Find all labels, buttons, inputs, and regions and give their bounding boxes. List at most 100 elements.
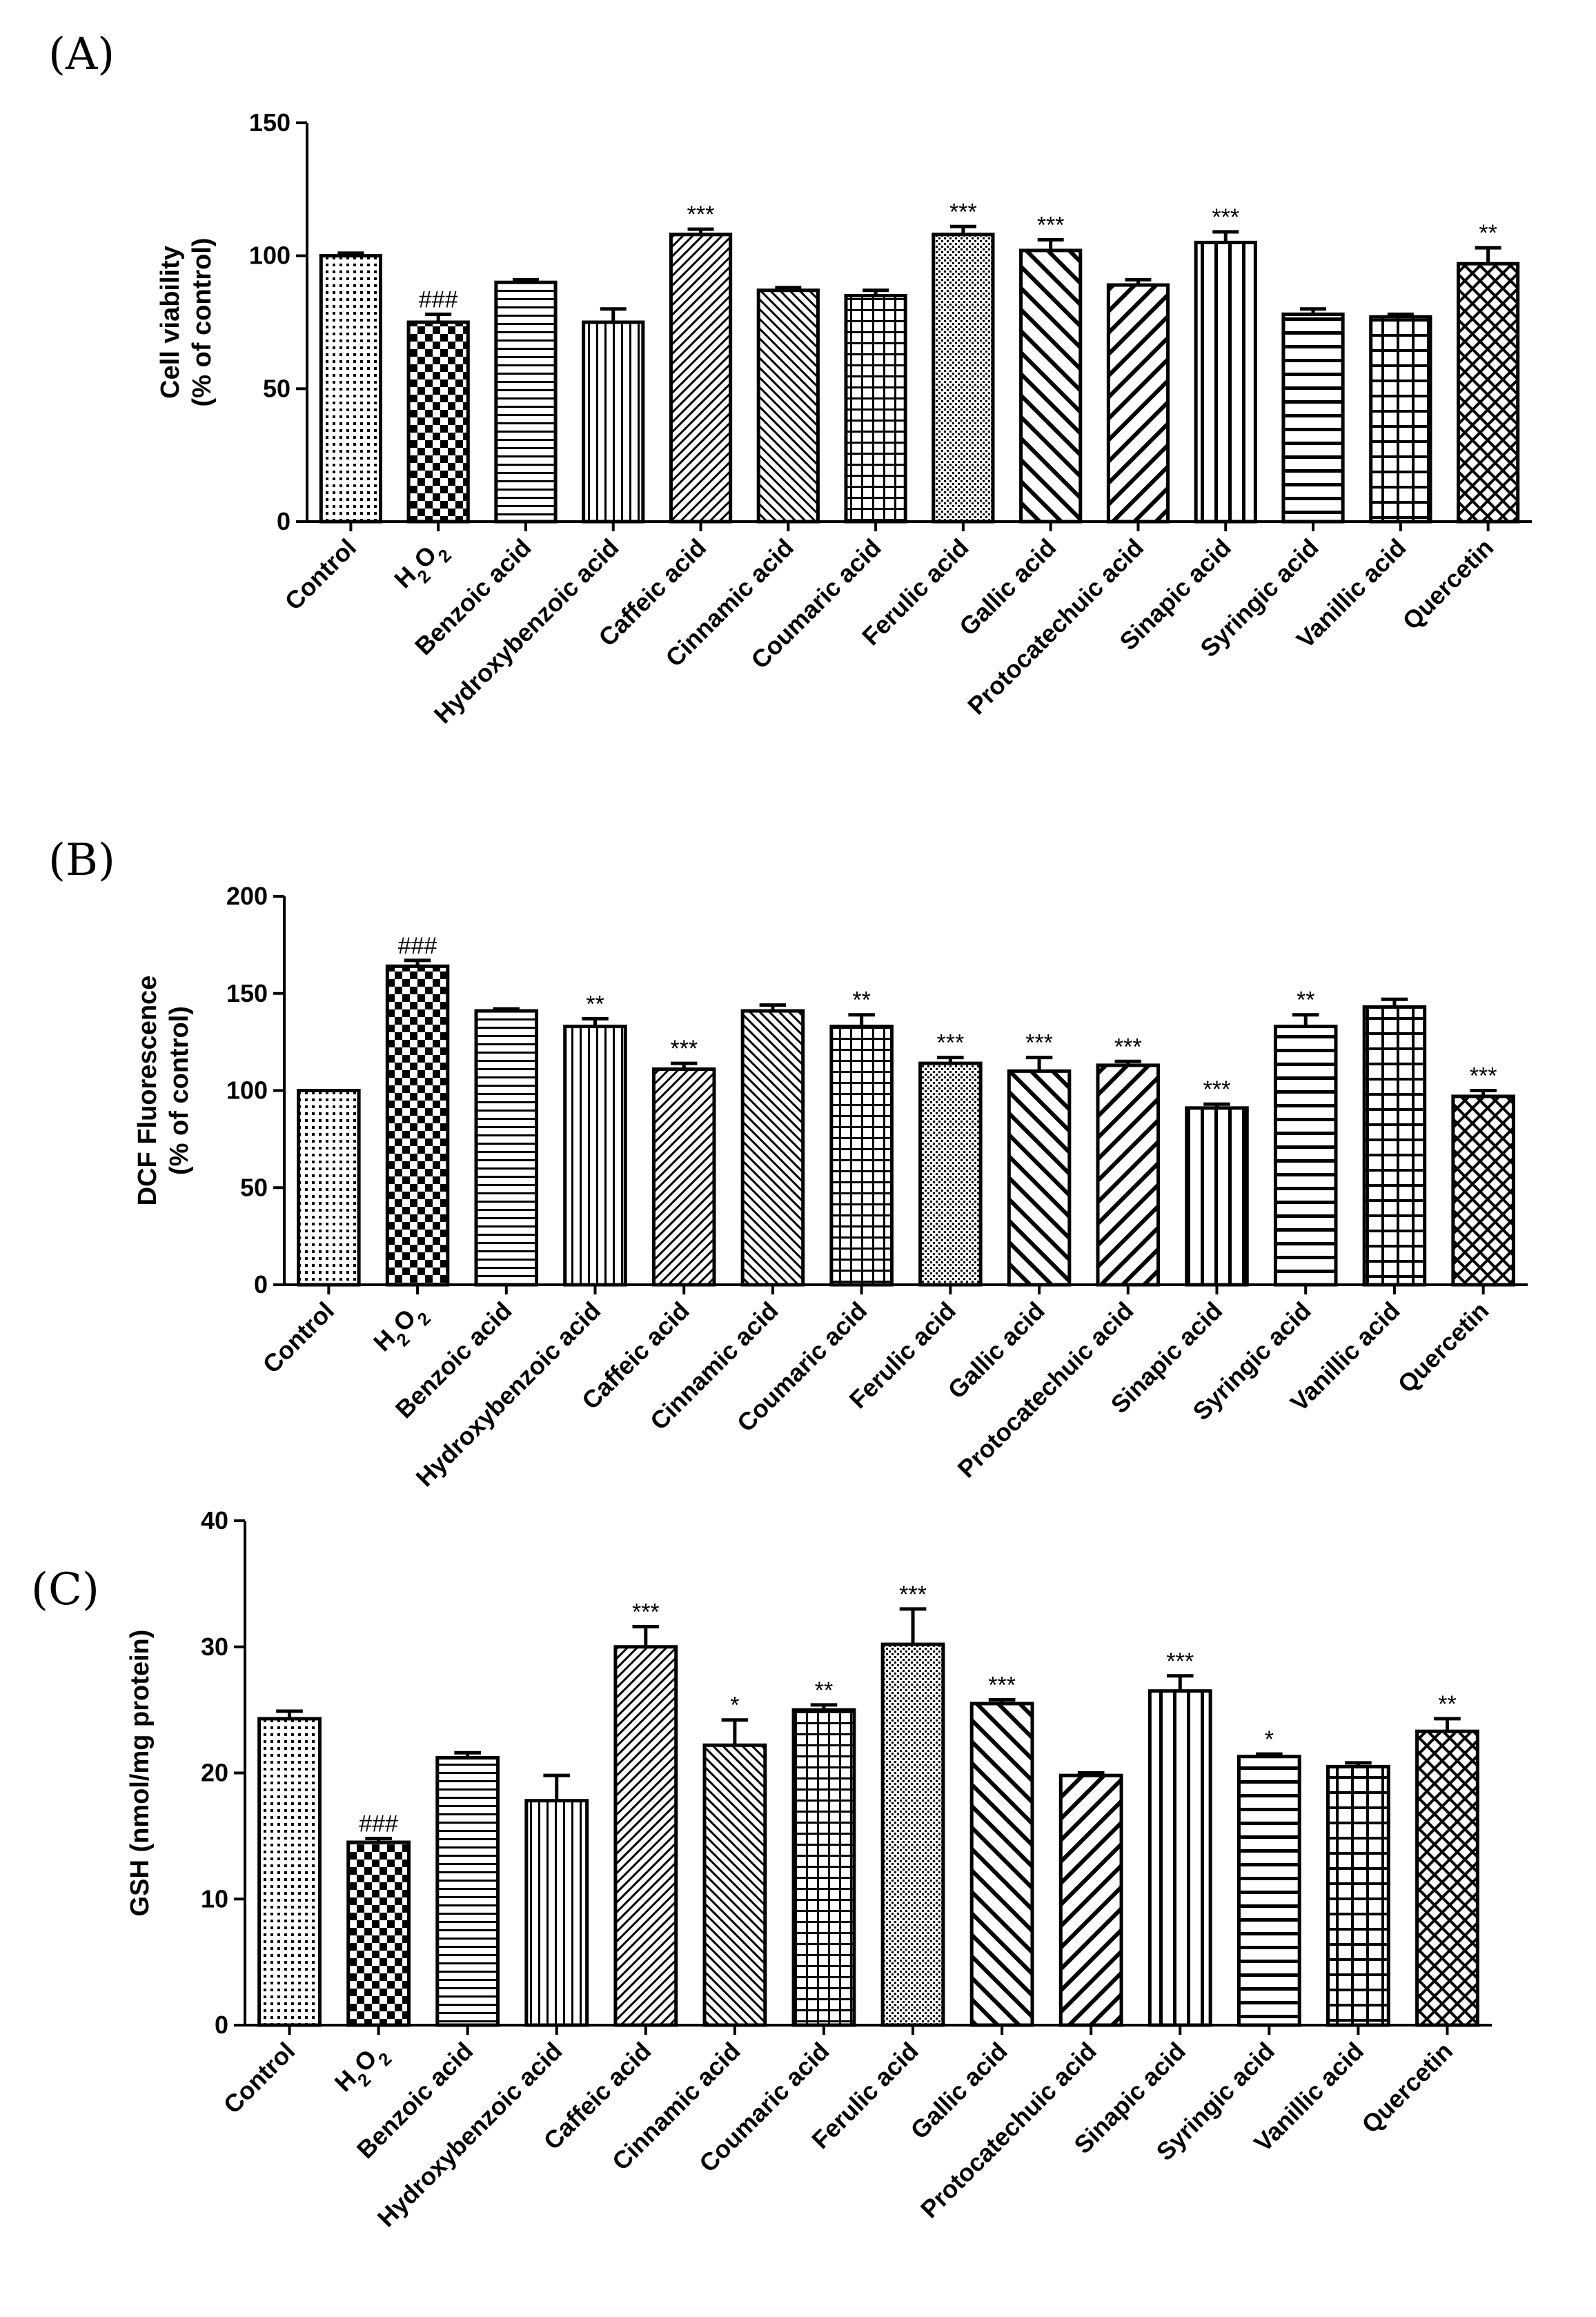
significance-label: **	[586, 991, 604, 1017]
chart-panel-1: (A) 0 50 100 150 Cell viability (% of control)…	[48, 29, 1532, 729]
x-tick-label-part: H	[329, 2064, 362, 2097]
bar-quercetin	[1451, 1094, 1515, 1287]
bar-protocatechuic-acid	[1058, 1773, 1123, 2027]
x-tick-label-part: H	[388, 561, 421, 593]
significance-label: ***	[1025, 1030, 1053, 1056]
bar-control	[319, 254, 382, 524]
bar-ferulic-acid	[918, 1061, 983, 1287]
x-tick-label: Quercetin	[1397, 533, 1499, 635]
significance-label: ###	[398, 933, 437, 959]
bar-coumaric-acid	[829, 1025, 894, 1287]
x-tick-label: Protocatechuic acid	[915, 2037, 1102, 2224]
significance-label: ###	[419, 286, 458, 313]
bar-hydroxybenzoic-acid	[582, 320, 645, 524]
y-tick-label: 50	[263, 374, 290, 402]
bar-h2o2	[346, 1840, 411, 2027]
significance-label: ***	[687, 201, 715, 228]
significance-label: ***	[988, 1673, 1016, 1699]
bar-benzoic-acid	[494, 280, 558, 524]
bar-cinnamic-acid	[740, 1009, 805, 1287]
significance-label: **	[1297, 987, 1314, 1014]
y-tick-label: 20	[201, 1759, 228, 1787]
bar-cinnamic-acid	[756, 288, 820, 524]
significance-label: ***	[1037, 213, 1065, 239]
chart-panel-3: (C) 0 10 20 30 40 GSH (nmol/mg protein) Control…	[31, 1506, 1492, 2232]
significance-label: **	[1479, 220, 1497, 246]
bar-caffeic-acid	[613, 1645, 678, 2027]
y-tick-label: 150	[249, 108, 290, 137]
bar-ferulic-acid	[932, 233, 995, 524]
panel-label: (B)	[48, 835, 115, 886]
y-axis-title: GSH (nmol/mg protein)	[126, 1630, 155, 1917]
significance-label: ***	[899, 1581, 927, 1608]
y-tick-label: 100	[226, 1076, 268, 1105]
significance-label: *	[1265, 1726, 1274, 1753]
bar-vanillic-acid	[1362, 1005, 1427, 1287]
x-tick-label-part: O	[348, 2044, 382, 2078]
significance-label: ***	[1212, 204, 1239, 230]
y-tick-label: 10	[201, 1884, 228, 1913]
y-tick-label: 150	[226, 979, 268, 1007]
bar-gallic-acid	[1007, 1069, 1072, 1287]
y-tick-label: 0	[277, 507, 290, 535]
bar-vanillic-acid	[1369, 315, 1432, 524]
significance-label: ***	[949, 199, 977, 225]
significance-label: ***	[1470, 1063, 1497, 1090]
significance-label: ***	[1114, 1034, 1142, 1060]
chart-panel-2: (B) 0 50 100 150 200 DCF Fluorescence (% of con…	[48, 835, 1528, 1492]
bar-hydroxybenzoic-acid	[524, 1799, 589, 2027]
bar-benzoic-acid	[435, 1756, 500, 2027]
bar-syringic-acid	[1273, 1025, 1338, 1287]
bar-caffeic-acid	[651, 1067, 716, 1287]
y-tick-label: 40	[201, 1506, 228, 1535]
bar-coumaric-acid	[844, 293, 907, 524]
significance-label: **	[1438, 1691, 1456, 1717]
bar-h2o2	[406, 320, 470, 524]
x-tick-label: Protocatechuic acid	[962, 533, 1149, 720]
significance-label: ***	[1166, 1648, 1194, 1675]
bar-control	[297, 1089, 361, 1287]
bar-syringic-acid	[1237, 1755, 1301, 2027]
significance-label: ***	[670, 1036, 698, 1062]
y-tick-label: 100	[249, 241, 290, 270]
y-axis-title: Cell viability	[156, 246, 185, 399]
bar-cinnamic-acid	[702, 1743, 767, 2027]
bar-benzoic-acid	[474, 1009, 539, 1287]
y-axis-title: DCF Fluorescence	[133, 976, 162, 1206]
y-axis-title: (% of control)	[188, 238, 217, 407]
x-tick-label: H2O2	[368, 1296, 435, 1363]
x-tick-label: H2O2	[329, 2037, 396, 2104]
y-tick-label: 0	[254, 1270, 268, 1299]
bar-gallic-acid	[969, 1702, 1034, 2027]
significance-label: ***	[937, 1030, 965, 1056]
bar-h2o2	[385, 964, 450, 1287]
x-tick-label-part: H	[368, 1324, 400, 1357]
significance-label: **	[815, 1677, 833, 1704]
x-tick-label: Quercetin	[1356, 2037, 1458, 2139]
bar-protocatechuic-acid	[1106, 283, 1170, 524]
significance-label: **	[852, 987, 870, 1014]
bar-vanillic-acid	[1326, 1764, 1390, 2027]
x-tick-label: Protocatechuic acid	[952, 1296, 1139, 1483]
significance-label: ***	[632, 1599, 660, 1626]
bar-sinapic-acid	[1185, 1106, 1249, 1287]
significance-label: ###	[359, 1811, 398, 1837]
bar-control	[257, 1717, 322, 2027]
bar-protocatechuic-acid	[1096, 1063, 1161, 1287]
bar-quercetin	[1415, 1729, 1479, 2027]
bar-coumaric-acid	[791, 1708, 856, 2027]
panel-label: (C)	[31, 1564, 99, 1615]
bar-syringic-acid	[1281, 312, 1345, 524]
x-tick-label: H2O2	[388, 533, 455, 600]
bar-sinapic-acid	[1147, 1689, 1212, 2027]
significance-label: *	[730, 1693, 739, 1719]
bar-quercetin	[1457, 262, 1520, 524]
bar-caffeic-acid	[669, 233, 733, 524]
x-tick-label: Control	[279, 533, 362, 615]
y-tick-label: 0	[215, 2011, 228, 2039]
x-tick-label: Control	[218, 2037, 300, 2119]
y-tick-label: 50	[240, 1173, 268, 1201]
bar-ferulic-acid	[880, 1642, 945, 2027]
